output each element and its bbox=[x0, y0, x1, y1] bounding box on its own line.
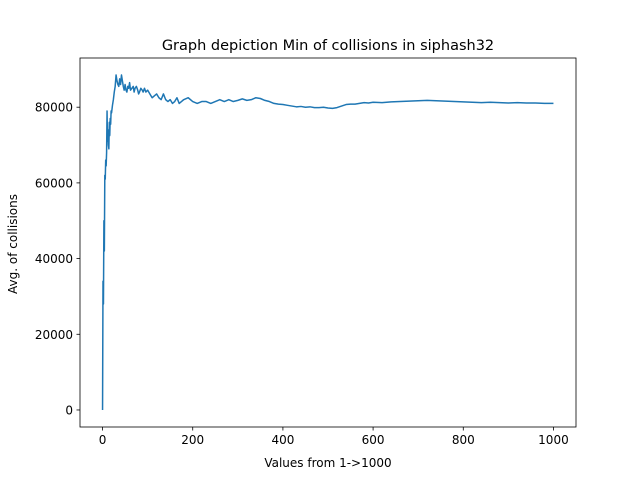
x-tick-label: 800 bbox=[452, 433, 475, 447]
plot-area bbox=[101, 74, 554, 410]
y-tick-label: 40000 bbox=[35, 252, 73, 266]
y-tick-label: 80000 bbox=[35, 101, 73, 115]
x-tick-label: 400 bbox=[271, 433, 294, 447]
y-tick-label: 60000 bbox=[35, 176, 73, 190]
x-tick-label: 1000 bbox=[538, 433, 569, 447]
chart-title: Graph depiction Min of collisions in sip… bbox=[162, 38, 494, 54]
axes-frame bbox=[79, 57, 577, 428]
axes: 0 200 400 600 800 1000 0 20000 40000 60000 80000 bbox=[35, 57, 577, 447]
x-tick-label: 0 bbox=[99, 433, 107, 447]
y-tick-label: 20000 bbox=[35, 328, 73, 342]
y-tick-label: 0 bbox=[65, 403, 73, 417]
series-line-0 bbox=[101, 74, 554, 410]
x-tick-label: 600 bbox=[362, 433, 385, 447]
y-axis-label: Avg. of collisions bbox=[6, 194, 20, 294]
x-tick-label: 200 bbox=[181, 433, 204, 447]
x-axis-label: Values from 1->1000 bbox=[264, 456, 391, 470]
